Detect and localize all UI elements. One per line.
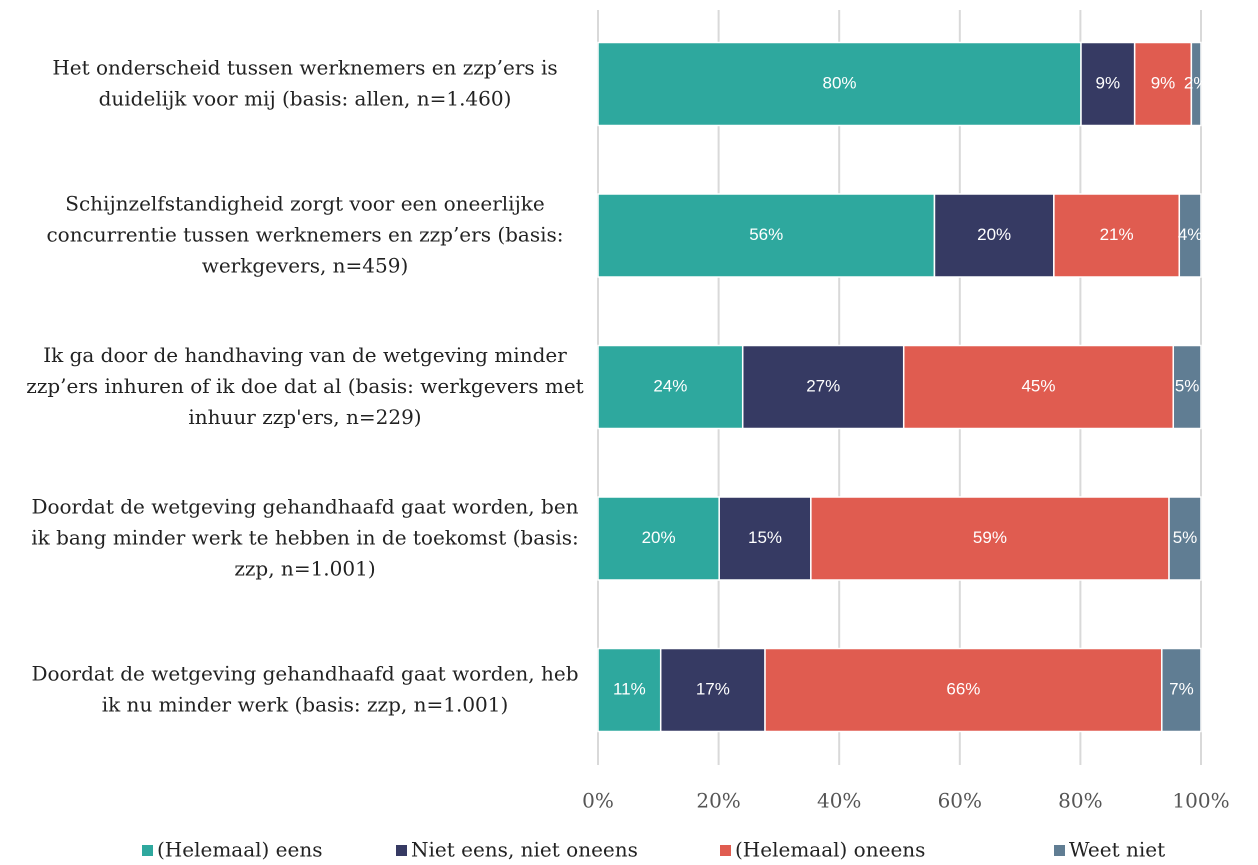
x-tick-label: 100%: [1172, 789, 1229, 813]
value-label: 11%: [613, 679, 646, 698]
category-label: Doordat de wetgeving gehandhaafd gaat wo…: [31, 661, 578, 716]
value-label: 20%: [642, 528, 676, 547]
value-label: 15%: [748, 528, 782, 547]
bar-segment: [1161, 647, 1202, 733]
value-label: 21%: [1100, 225, 1134, 244]
x-tick-label: 20%: [696, 789, 740, 813]
legend-label: Niet eens, niet oneens: [411, 838, 638, 862]
legend-label: (Helemaal) eens: [157, 838, 323, 862]
legend-label: (Helemaal) oneens: [735, 838, 925, 862]
legend-label: Weet niet: [1069, 838, 1165, 862]
value-label: 9%: [1096, 73, 1121, 92]
legend-swatch: [396, 845, 407, 856]
bar-segment: [933, 193, 1055, 278]
bar-segment: [902, 344, 1175, 430]
bar-segment: [597, 647, 662, 733]
bar-segment: [597, 193, 936, 278]
x-tick-label: 60%: [938, 789, 982, 813]
value-label: 4%: [1178, 225, 1203, 244]
value-label: 5%: [1173, 528, 1198, 547]
value-label: 2%: [1184, 73, 1209, 92]
category-label: Doordat de wetgeving gehandhaafd gaat wo…: [31, 494, 579, 580]
bar-segment: [1178, 193, 1202, 278]
bar-segment: [597, 344, 744, 430]
legend-swatch: [1054, 845, 1065, 856]
value-label: 5%: [1175, 376, 1200, 395]
bar-segment: [1190, 41, 1202, 127]
category-label: Het onderscheid tussen werknemers en zzp…: [52, 55, 557, 110]
x-tick-label: 0%: [582, 789, 614, 813]
value-label: 24%: [653, 376, 687, 395]
value-label: 66%: [946, 679, 980, 698]
value-label: 17%: [696, 679, 730, 698]
value-label: 27%: [806, 376, 840, 395]
bar-segment: [659, 647, 766, 733]
bar-segment: [718, 496, 812, 581]
category-label: Ik ga door de handhaving van de wetgevin…: [26, 343, 583, 429]
value-label: 7%: [1169, 679, 1194, 698]
legend-swatch: [720, 845, 731, 856]
bar-segment: [597, 41, 1082, 127]
x-tick-label: 40%: [817, 789, 861, 813]
value-label: 56%: [749, 225, 783, 244]
value-label: 59%: [973, 528, 1007, 547]
bar-segment: [741, 344, 905, 430]
value-label: 9%: [1151, 73, 1176, 92]
bar-segment: [1168, 496, 1202, 581]
value-label: 20%: [977, 225, 1011, 244]
value-label: 80%: [822, 73, 856, 92]
bar-segment: [1053, 193, 1181, 278]
bar-segment: [1172, 344, 1202, 430]
legend-swatch: [142, 845, 153, 856]
x-tick-label: 80%: [1058, 789, 1102, 813]
category-label: Schijnzelfstandigheid zorgt voor een one…: [46, 191, 563, 277]
bar-segment: [810, 496, 1170, 581]
bar-segment: [597, 496, 720, 581]
value-label: 45%: [1021, 376, 1055, 395]
